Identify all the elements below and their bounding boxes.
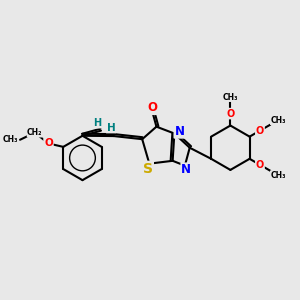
Text: CH₃: CH₃ <box>270 171 286 180</box>
Text: O: O <box>44 139 53 148</box>
Text: H: H <box>94 118 102 128</box>
Text: O: O <box>256 126 264 136</box>
Text: CH₂: CH₂ <box>27 128 43 137</box>
Text: O: O <box>256 160 264 170</box>
Text: CH₃: CH₃ <box>270 116 286 125</box>
Text: O: O <box>226 109 235 118</box>
Text: O: O <box>147 101 157 114</box>
Text: CH₃: CH₃ <box>223 93 238 102</box>
Text: N: N <box>181 164 191 176</box>
Text: CH₃: CH₃ <box>3 135 19 144</box>
Text: S: S <box>143 162 153 176</box>
Text: H: H <box>106 122 115 133</box>
Text: N: N <box>175 125 184 138</box>
